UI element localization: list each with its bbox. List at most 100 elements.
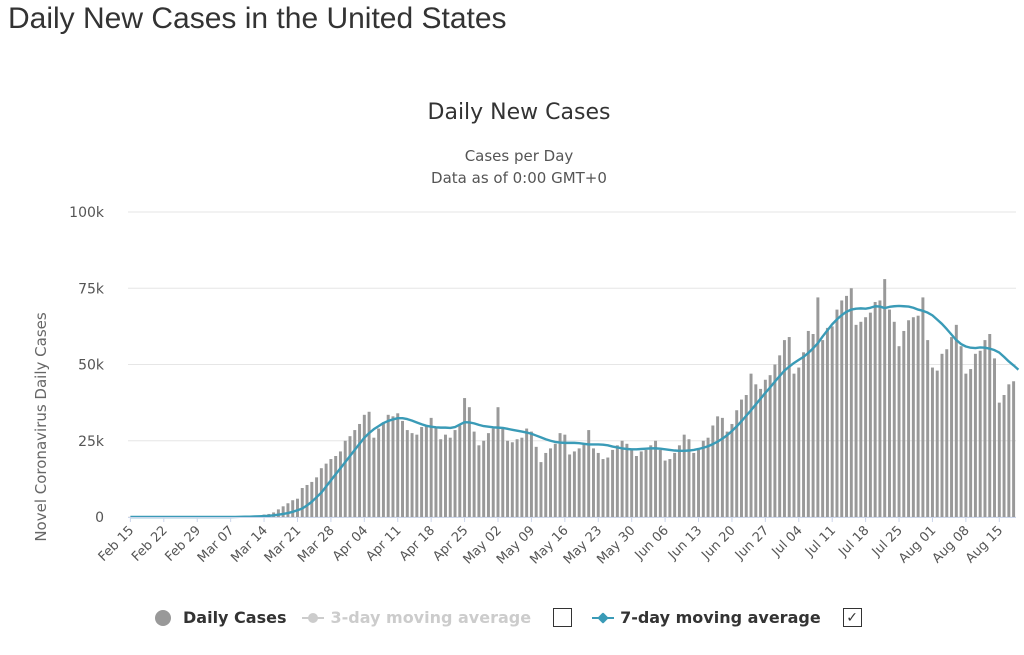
bar: [630, 450, 633, 517]
bar: [855, 325, 858, 517]
bar: [726, 432, 729, 517]
bar: [893, 322, 896, 517]
bar: [520, 438, 523, 517]
bar: [740, 400, 743, 517]
bar: [525, 429, 528, 517]
bar: [711, 426, 714, 518]
x-tick-label: Apr 11: [363, 523, 404, 564]
bar: [463, 398, 466, 517]
diamond-line-marker-icon: [592, 611, 614, 625]
bar: [678, 445, 681, 517]
x-tick-label: Apr 04: [330, 523, 371, 564]
bar: [950, 337, 953, 517]
bar: [363, 415, 366, 517]
ma7-checkbox[interactable]: ✓: [843, 608, 862, 627]
x-tick-label: Feb 22: [129, 523, 171, 565]
bar: [645, 450, 648, 517]
bar: [750, 374, 753, 517]
bar: [344, 441, 347, 517]
bar: [788, 337, 791, 517]
bar: [960, 346, 963, 517]
bar: [444, 435, 447, 517]
bar: [864, 317, 867, 517]
bar: [878, 300, 881, 517]
bar: [511, 442, 514, 517]
bar: [606, 458, 609, 517]
bar: [969, 369, 972, 517]
bar: [654, 441, 657, 517]
check-icon: ✓: [846, 611, 858, 625]
legend-7-day-average[interactable]: 7-day moving average: [592, 608, 821, 627]
x-tick-label: Jul 04: [769, 523, 806, 560]
legend-daily-cases[interactable]: Daily Cases: [155, 608, 286, 627]
bar: [907, 320, 910, 517]
bar: [625, 444, 628, 517]
bar: [979, 351, 982, 517]
bar: [282, 506, 285, 517]
ma3-checkbox[interactable]: [553, 608, 572, 627]
bar: [425, 426, 428, 518]
y-tick-label: 0: [95, 510, 104, 526]
bar: [955, 325, 958, 517]
bar: [917, 316, 920, 517]
bar: [396, 413, 399, 517]
bar: [826, 328, 829, 517]
bar: [473, 432, 476, 517]
bar: [802, 352, 805, 517]
x-tick-label: Jun 13: [665, 523, 705, 563]
bar: [415, 435, 418, 517]
bar: [353, 430, 356, 517]
x-tick-label: Jun 20: [698, 523, 738, 563]
bar: [516, 439, 519, 517]
bar: [883, 279, 886, 517]
y-tick-label: 25k: [78, 434, 105, 450]
bar: [592, 448, 595, 517]
bar: [835, 310, 838, 517]
bar: [329, 459, 332, 517]
bar: [506, 441, 509, 517]
bar: [702, 441, 705, 517]
bar: [926, 340, 929, 517]
bar: [578, 448, 581, 517]
bar: [941, 354, 944, 517]
bar: [859, 322, 862, 517]
x-tick-label: Mar 21: [262, 523, 305, 566]
y-tick-label: 50k: [78, 358, 105, 374]
bar: [1003, 395, 1006, 517]
bar: [387, 415, 390, 517]
bar: [406, 430, 409, 517]
bar: [501, 429, 504, 517]
bar: [368, 412, 371, 517]
bar: [434, 427, 437, 517]
bar: [549, 448, 552, 517]
bar: [301, 488, 304, 517]
bar: [983, 340, 986, 517]
bar: [807, 331, 810, 517]
bar: [683, 435, 686, 517]
legend-3-day-average[interactable]: 3-day moving average: [302, 608, 531, 627]
x-tick-label: Mar 28: [295, 523, 338, 566]
chart-title: Daily New Cases: [428, 100, 611, 125]
bar: [874, 302, 877, 517]
bar: [759, 389, 762, 517]
bar: [821, 340, 824, 517]
x-tick-label: Jun 06: [632, 523, 672, 563]
bar: [411, 433, 414, 517]
legend-label: 3-day moving average: [330, 608, 531, 627]
bar: [602, 459, 605, 517]
bar: [439, 439, 442, 517]
bar: [544, 453, 547, 517]
page-title: Daily New Cases in the United States: [8, 2, 507, 36]
bar: [497, 407, 500, 517]
bar: [778, 355, 781, 517]
bar: [611, 450, 614, 517]
bar: [597, 453, 600, 517]
y-axis-label: Novel Coronavirus Daily Cases: [32, 312, 50, 542]
bar: [945, 349, 948, 517]
x-tick-label: Feb 15: [96, 523, 138, 565]
bar: [391, 416, 394, 517]
bar: [377, 429, 380, 517]
bar: [850, 288, 853, 517]
chart-subtitle: Cases per Day: [465, 147, 574, 165]
bar: [291, 500, 294, 517]
